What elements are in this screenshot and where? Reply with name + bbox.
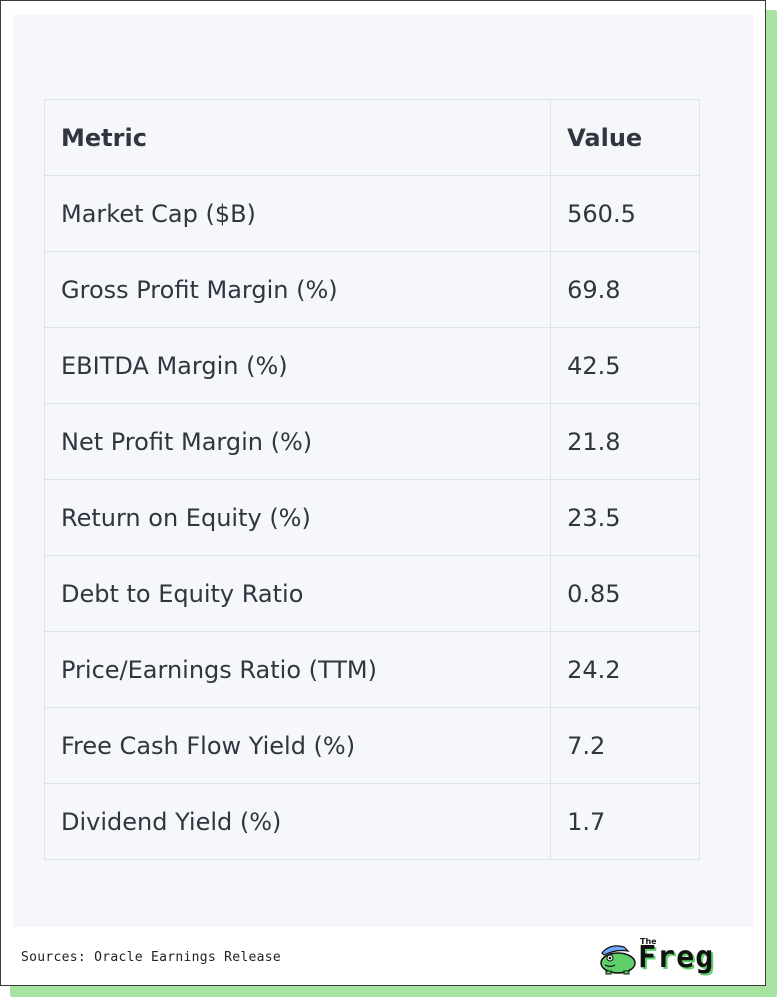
card: Metric Value Market Cap ($B) 560.5 Gross… xyxy=(0,0,766,986)
table-row: Price/Earnings Ratio (TTM) 24.2 xyxy=(43,631,700,708)
logo-small-text: The xyxy=(640,937,657,946)
table-row: EBITDA Margin (%) 42.5 xyxy=(43,327,700,404)
freg-logo: The Freg xyxy=(598,937,738,975)
frog-icon xyxy=(600,945,636,975)
value-cell: 42.5 xyxy=(550,327,700,404)
value-cell: 0.85 xyxy=(550,555,700,632)
metric-cell: Dividend Yield (%) xyxy=(43,783,552,860)
value-cell: 24.2 xyxy=(550,631,700,708)
metrics-table: Metric Value Market Cap ($B) 560.5 Gross… xyxy=(43,99,700,860)
column-header-metric: Metric xyxy=(43,99,552,176)
table-row: Gross Profit Margin (%) 69.8 xyxy=(43,251,700,328)
table-row: Debt to Equity Ratio 0.85 xyxy=(43,555,700,632)
metric-cell: Return on Equity (%) xyxy=(43,479,552,556)
value-cell: 1.7 xyxy=(550,783,700,860)
table-row: Market Cap ($B) 560.5 xyxy=(43,175,700,252)
column-header-value: Value xyxy=(550,99,700,176)
table-row: Return on Equity (%) 23.5 xyxy=(43,479,700,556)
value-cell: 7.2 xyxy=(550,707,700,784)
metric-cell: EBITDA Margin (%) xyxy=(43,327,552,404)
metric-cell: Debt to Equity Ratio xyxy=(43,555,552,632)
value-cell: 69.8 xyxy=(550,251,700,328)
metric-cell: Market Cap ($B) xyxy=(43,175,552,252)
table-row: Dividend Yield (%) 1.7 xyxy=(43,783,700,860)
value-cell: 21.8 xyxy=(550,403,700,480)
metric-cell: Net Profit Margin (%) xyxy=(43,403,552,480)
metric-cell: Price/Earnings Ratio (TTM) xyxy=(43,631,552,708)
source-note: Sources: Oracle Earnings Release xyxy=(21,950,282,965)
table-row: Net Profit Margin (%) 21.8 xyxy=(43,403,700,480)
metric-cell: Free Cash Flow Yield (%) xyxy=(43,707,552,784)
value-cell: 560.5 xyxy=(550,175,700,252)
table-header-row: Metric Value xyxy=(43,99,700,176)
logo-wordmark: Freg xyxy=(638,940,715,975)
table-row: Free Cash Flow Yield (%) 7.2 xyxy=(43,707,700,784)
metric-cell: Gross Profit Margin (%) xyxy=(43,251,552,328)
value-cell: 23.5 xyxy=(550,479,700,556)
